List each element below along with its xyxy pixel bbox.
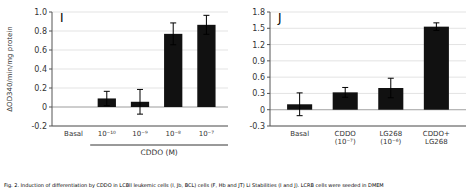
- error-stem: [345, 87, 346, 97]
- y-tick-label: 0.4: [34, 65, 47, 74]
- x-tick-label: Basal: [290, 130, 309, 138]
- x-tick-label: 10⁻¹⁰: [98, 130, 116, 138]
- x-tick-label: 10⁻⁸: [165, 130, 181, 138]
- x-tick-label: 10⁻⁷: [199, 130, 215, 138]
- x-tick-label-line: 10⁻¹⁰: [98, 130, 116, 138]
- error-stem: [436, 23, 437, 31]
- error-cap: [433, 30, 439, 31]
- plot-area: [287, 23, 449, 116]
- error-cap: [170, 44, 176, 45]
- y-tick-label: 0: [42, 103, 47, 112]
- error-cap: [342, 87, 348, 88]
- error-bar: [342, 87, 348, 97]
- y-tick-label: 0: [260, 106, 265, 115]
- y-tick-label: 1.2: [252, 41, 265, 50]
- y-tick-label: 1.5: [252, 24, 265, 33]
- y-axis: [52, 12, 53, 126]
- y-tick-label: 0.2: [34, 84, 47, 93]
- y-tick-label: 0.8: [34, 27, 47, 36]
- x-tick-label: Basal: [64, 130, 83, 138]
- plot-area: [98, 15, 216, 114]
- y-axis: [270, 12, 271, 126]
- error-bar: [433, 23, 439, 31]
- error-bar: [203, 15, 209, 34]
- grid-line: [52, 126, 228, 127]
- x-tick-label-line: Basal: [64, 130, 83, 138]
- grid-line: [52, 12, 228, 13]
- x-label-bracket: [90, 145, 228, 146]
- error-cap: [203, 15, 209, 16]
- bar: [424, 27, 449, 110]
- y-tick-label: 0.6: [34, 46, 47, 55]
- error-stem: [390, 78, 391, 98]
- error-cap: [388, 78, 394, 79]
- error-cap: [104, 91, 110, 92]
- x-tick-label: 10⁻⁹: [132, 130, 148, 138]
- x-tick-label: LG268(10⁻⁶): [379, 130, 402, 146]
- bar: [197, 25, 215, 107]
- error-cap: [170, 22, 176, 23]
- y-tick-label: 1.0: [34, 8, 47, 17]
- x-tick-label-line: CDDO+: [423, 130, 450, 138]
- y-tick-label: -0.2: [31, 122, 47, 131]
- error-stem: [206, 15, 207, 34]
- y-tick-label: 1.8: [252, 8, 265, 17]
- x-tick-label-line: 10⁻⁸: [165, 130, 181, 138]
- panel-label: J: [277, 11, 282, 25]
- caption: Fig. 2. Induction of differentiation by …: [4, 182, 384, 189]
- x-axis: [270, 126, 466, 127]
- error-cap: [137, 114, 143, 115]
- x-tick-label-line: (10⁻⁷): [335, 138, 356, 146]
- error-cap: [388, 97, 394, 98]
- error-bar: [388, 78, 394, 98]
- x-axis: [52, 126, 228, 127]
- y-tick-label: 0.6: [252, 73, 265, 82]
- x-tick-label-line: (10⁻⁶): [380, 138, 401, 146]
- error-cap: [137, 89, 143, 90]
- x-tick-label-line: 10⁻⁷: [199, 130, 215, 138]
- error-stem: [140, 89, 141, 114]
- error-cap: [104, 105, 110, 106]
- x-tick-label: CDDO+LG268: [423, 130, 450, 146]
- grid-line: [270, 12, 466, 13]
- x-tick-label-line: 10⁻⁹: [132, 130, 148, 138]
- bar: [64, 107, 82, 108]
- error-cap: [342, 97, 348, 98]
- panel-label: I: [60, 11, 64, 25]
- bar: [164, 34, 182, 107]
- x-axis-label: CDDO (M): [140, 148, 177, 157]
- error-bar: [170, 23, 176, 45]
- y-tick-label: 0.9: [252, 57, 265, 66]
- x-tick-label-line: LG268: [379, 130, 402, 138]
- error-bar: [137, 89, 143, 114]
- y-axis-label: ΔOD340/min/mg protein: [6, 26, 14, 111]
- error-bar: [297, 93, 303, 116]
- x-tick-label-line: LG268: [425, 138, 448, 146]
- y-tick-label: 0.3: [252, 89, 265, 98]
- error-cap: [297, 115, 303, 116]
- y-tick-label: -0.3: [249, 122, 265, 131]
- x-tick-label-line: Basal: [290, 130, 309, 138]
- x-tick-label-line: CDDO: [335, 130, 357, 138]
- error-cap: [203, 34, 209, 35]
- error-cap: [297, 92, 303, 93]
- error-stem: [106, 91, 107, 105]
- error-cap: [433, 22, 439, 23]
- x-tick-label: CDDO(10⁻⁷): [335, 130, 357, 146]
- error-stem: [173, 23, 174, 45]
- error-bar: [104, 91, 110, 105]
- error-stem: [299, 93, 300, 116]
- grid-line: [270, 126, 466, 127]
- chart: -0.2 0 0.2 0.4 0.6 0.8 1.0 Basal 10⁻¹⁰ 10⁻⁹ 10⁻⁸ 10…: [0, 0, 474, 191]
